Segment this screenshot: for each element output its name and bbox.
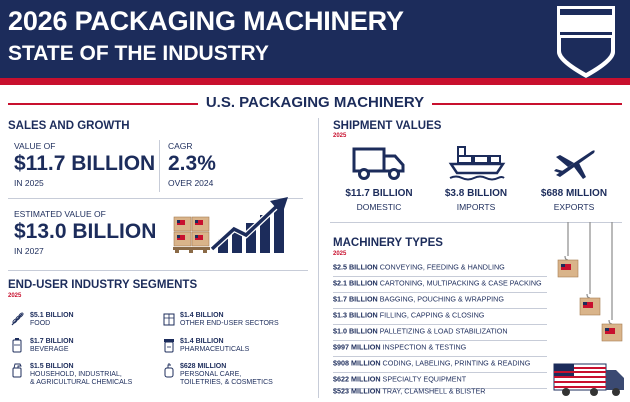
beverage-icon — [12, 338, 22, 353]
pallet-boxes-icon — [173, 216, 210, 253]
segment-value: $1.7 BILLION — [30, 338, 74, 345]
machinery-row: $2.1 BILLION CARTONING, MULTIPACKING & C… — [333, 278, 547, 293]
machinery-value: $2.1 BILLION — [333, 278, 378, 288]
sales-heading: SALES AND GROWTH — [8, 120, 130, 132]
pill-bottle-icon — [164, 339, 174, 353]
sales-divider — [159, 140, 160, 192]
machinery-row: $997 MILLION INSPECTION & TESTING — [333, 342, 547, 357]
segment-pharma: $1.4 BILLION PHARMACEUTICALS — [180, 338, 249, 354]
cagr-label: CAGR — [168, 141, 193, 151]
machinery-row: $908 MILLION CODING, LABELING, PRINTING … — [333, 358, 547, 373]
growth-arrow-icon — [209, 197, 288, 252]
cagr-value: 2.3% — [168, 152, 216, 175]
machinery-label: CODING, LABELING, PRINTING & READING — [382, 358, 531, 368]
segment-personal-care: $628 MILLION PERSONAL CARE, TOILETRIES, … — [180, 363, 273, 387]
machinery-row: $523 MILLION TRAY, CLAMSHELL & BLISTER — [333, 386, 547, 401]
segment-label-line2: & AGRICULTURAL CHEMICALS — [30, 379, 133, 386]
growth-illustration — [173, 197, 288, 253]
spray-bottle-icon — [12, 363, 22, 378]
segments-rule — [8, 270, 308, 271]
subtitle-rule-left — [8, 103, 198, 105]
sales-rule — [8, 198, 303, 199]
shipment-domestic-value: $11.7 BILLION — [345, 188, 413, 199]
segment-label: HOUSEHOLD, INDUSTRIAL, — [30, 371, 122, 378]
segment-value: $628 MILLION — [180, 363, 227, 370]
shipments-rule — [330, 222, 622, 223]
segment-label: PHARMACEUTICALS — [180, 346, 250, 353]
hanging-boxes-illustration — [553, 222, 624, 396]
header-banner: 2026 PACKAGING MACHINERY STATE OF THE IN… — [0, 0, 630, 78]
value-label: VALUE OF — [14, 141, 56, 151]
segment-value: $5.1 BILLION — [30, 312, 74, 319]
machinery-value: $622 MILLION — [333, 374, 381, 384]
machinery-value: $908 MILLION — [333, 358, 381, 368]
machinery-value: $1.7 BILLION — [333, 294, 378, 304]
shipments-heading: SHIPMENT VALUES — [333, 120, 442, 132]
value-year: IN 2025 — [14, 178, 44, 188]
segment-label: FOOD — [30, 320, 51, 327]
page-title: 2026 PACKAGING MACHINERY — [8, 6, 404, 36]
machinery-label: SPECIALTY EQUIPMENT — [382, 374, 467, 384]
growth-bars-icon — [218, 207, 284, 253]
shipment-exports-value: $688 MILLION — [540, 188, 608, 199]
header-stripe — [0, 78, 630, 85]
machinery-value: $523 MILLION — [333, 386, 381, 396]
segment-other: $1.4 BILLION OTHER END-USER SECTORS — [180, 312, 279, 328]
estimate-year: IN 2027 — [14, 246, 44, 256]
truck-icon — [352, 147, 405, 180]
segments-year: 2025 — [8, 293, 22, 299]
segment-beverage: $1.7 BILLION BEVERAGE — [30, 338, 74, 354]
machinery-value: $2.5 BILLION — [333, 262, 378, 272]
shipments-year: 2025 — [333, 133, 347, 139]
pmmi-logo[interactable] — [553, 4, 619, 80]
segments-heading: END-USER INDUSTRY SEGMENTS — [8, 279, 198, 291]
box-icon — [163, 313, 175, 326]
flag-truck-icon — [553, 363, 624, 396]
cagr-note: OVER 2024 — [168, 178, 214, 188]
segment-chemicals: $1.5 BILLION HOUSEHOLD, INDUSTRIAL, & AG… — [30, 363, 132, 387]
airplane-icon — [554, 150, 595, 179]
wheat-icon — [11, 312, 24, 326]
machinery-row: $1.7 BILLION BAGGING, POUCHING & WRAPPIN… — [333, 294, 547, 309]
segment-value: $1.4 BILLION — [180, 312, 224, 319]
machinery-label: PALLETIZING & LOAD STABILIZATION — [379, 326, 508, 336]
segment-value: $1.5 BILLION — [30, 363, 74, 370]
segment-label: BEVERAGE — [30, 346, 69, 353]
shipment-imports-label: IMPORTS — [456, 202, 496, 212]
machinery-label: CONVEYING, FEEDING & HANDLING — [379, 262, 505, 272]
machinery-label: INSPECTION & TESTING — [382, 342, 467, 352]
segment-label: PERSONAL CARE, — [180, 371, 242, 378]
machinery-value: $1.3 BILLION — [333, 310, 378, 320]
machinery-label: CARTONING, MULTIPACKING & CASE PACKING — [379, 278, 542, 288]
segment-food: $5.1 BILLION FOOD — [30, 312, 74, 328]
page-subtitle: STATE OF THE INDUSTRY — [8, 42, 269, 65]
machinery-row: $2.5 BILLION CONVEYING, FEEDING & HANDLI… — [333, 262, 547, 277]
shipment-domestic-label: DOMESTIC — [356, 202, 402, 212]
machinery-heading: MACHINERY TYPES — [333, 237, 443, 249]
segment-value: $1.4 BILLION — [180, 338, 224, 345]
subtitle-rule-right — [432, 103, 622, 105]
cargo-ship-icon — [448, 146, 506, 181]
flag-box-icon — [557, 259, 623, 342]
lotion-bottle-icon — [164, 363, 174, 378]
sales-value: $11.7 BILLION — [14, 152, 156, 175]
machinery-label: BAGGING, POUCHING & WRAPPING — [379, 294, 504, 304]
machinery-value: $997 MILLION — [333, 342, 381, 352]
machinery-row: $622 MILLION SPECIALTY EQUIPMENT — [333, 374, 547, 389]
machinery-row: $1.0 BILLION PALLETIZING & LOAD STABILIZ… — [333, 326, 547, 341]
machinery-row: $1.3 BILLION FILLING, CAPPING & CLOSING — [333, 310, 547, 325]
section-title: U.S. PACKAGING MACHINERY — [205, 94, 425, 111]
shipment-exports-label: EXPORTS — [553, 202, 595, 212]
machinery-label: FILLING, CAPPING & CLOSING — [379, 310, 485, 320]
machinery-year: 2025 — [333, 251, 347, 257]
machinery-label: TRAY, CLAMSHELL & BLISTER — [382, 386, 486, 396]
machinery-value: $1.0 BILLION — [333, 326, 378, 336]
estimate-value: $13.0 BILLION — [14, 220, 157, 243]
shipment-imports-value: $3.8 BILLION — [444, 188, 508, 199]
segment-label-line2: TOILETRIES, & COSMETICS — [180, 379, 273, 386]
segment-label: OTHER END-USER SECTORS — [180, 320, 279, 327]
column-divider — [318, 118, 319, 398]
estimate-label: ESTIMATED VALUE OF — [14, 209, 106, 219]
